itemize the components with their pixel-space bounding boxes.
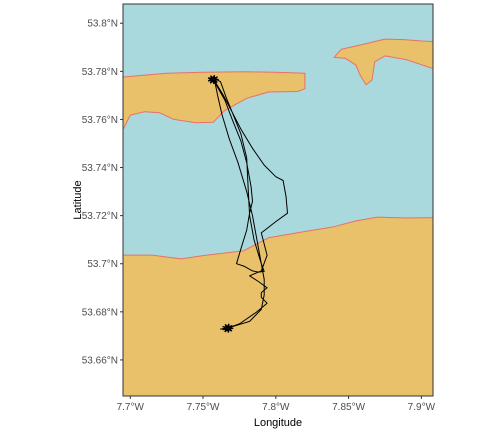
track-cluster-end xyxy=(222,323,234,333)
y-axis-title: Latitude xyxy=(72,180,84,219)
x-tick-label: 7.9°W xyxy=(408,402,436,413)
y-tick-label: 53.72°N xyxy=(82,211,118,222)
y-tick-label: 53.78°N xyxy=(82,67,118,78)
gps-track-line xyxy=(212,77,288,330)
y-tick-label: 53.7°N xyxy=(87,259,118,270)
x-tick-label: 7.85°W xyxy=(332,402,365,413)
land-island-east xyxy=(333,38,433,86)
land-island-west xyxy=(123,71,306,130)
track-cluster-start xyxy=(207,74,219,85)
x-tick-label: 7.75°W xyxy=(187,402,220,413)
y-tick-label: 53.76°N xyxy=(82,115,118,126)
y-tick-label: 53.66°N xyxy=(82,355,118,366)
panel-border xyxy=(122,3,434,397)
x-tick-label: 7.7°W xyxy=(117,402,145,413)
x-axis-title: Longitude xyxy=(254,417,302,429)
y-tick-label: 53.74°N xyxy=(82,163,118,174)
x-tick-label: 7.8°W xyxy=(262,402,290,413)
gps-track-layer xyxy=(207,74,288,333)
y-tick-label: 53.8°N xyxy=(87,19,118,30)
land-layer xyxy=(123,38,433,396)
y-axis: 53.8°N 53.78°N 53.76°N 53.74°N 53.72°N 53.7°N… xyxy=(82,19,123,366)
y-tick-label: 53.68°N xyxy=(82,307,118,318)
x-axis: 7.7°W 7.75°W 7.8°W 7.85°W 7.9°W xyxy=(117,396,436,413)
land-mainland xyxy=(123,216,433,396)
map-panel xyxy=(123,4,433,396)
